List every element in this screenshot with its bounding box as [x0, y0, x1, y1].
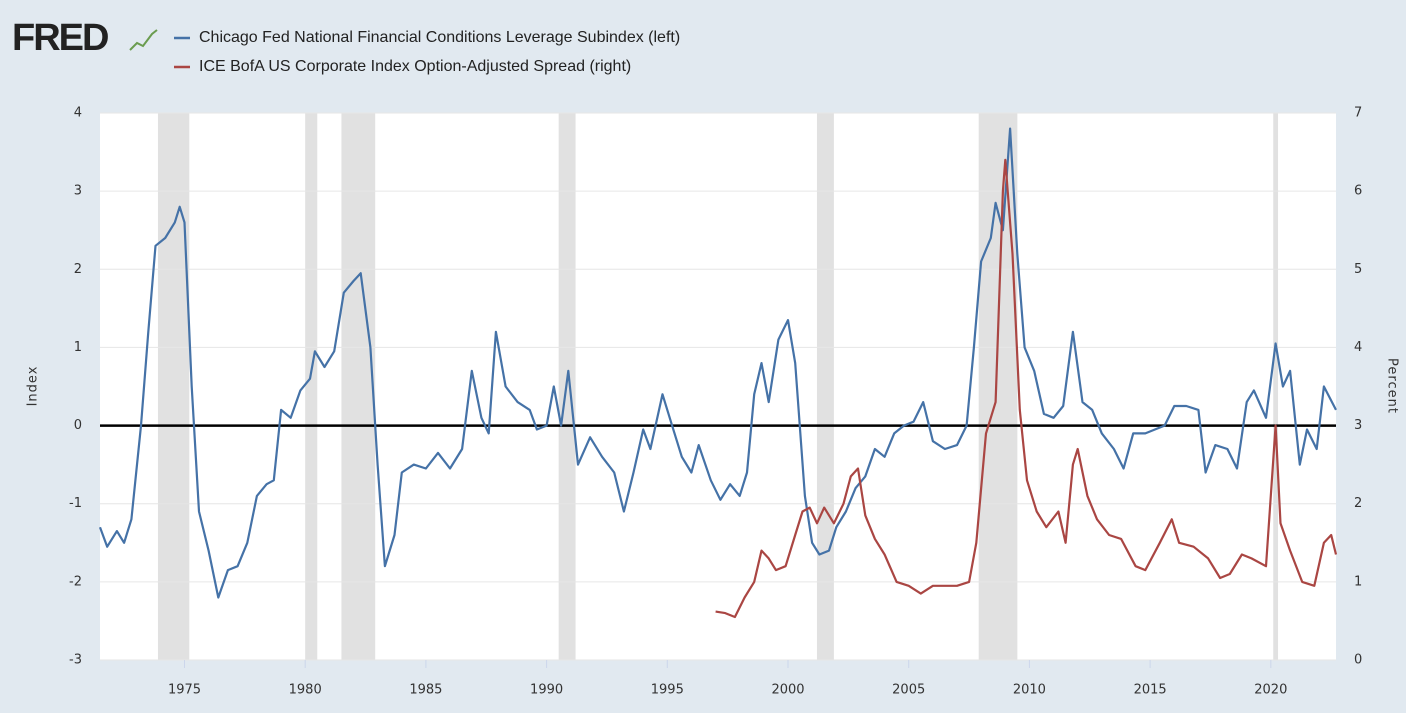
logo-icon: [129, 29, 158, 51]
y2-tick-label: 4: [1354, 340, 1362, 355]
series-line: [715, 158, 1338, 619]
x-tick-label: 1980: [289, 683, 322, 698]
y2-tick-label: 7: [1354, 106, 1362, 121]
y2-tick-label: 1: [1354, 574, 1362, 589]
y2-tick-label: 0: [1354, 653, 1362, 668]
y-tick-label: 2: [74, 262, 82, 277]
plot-area: [100, 113, 1336, 660]
recession-band: [305, 113, 318, 660]
y2-axis-label: Percent: [1385, 358, 1400, 414]
recession-band: [1273, 113, 1279, 660]
x-tick-label: 1995: [651, 683, 684, 698]
x-tick-label: 1975: [168, 683, 201, 698]
y2-tick-label: 5: [1354, 262, 1362, 277]
x-tick-label: 2010: [1013, 683, 1046, 698]
recession-band: [978, 113, 1018, 660]
x-tick-label: 2000: [771, 683, 804, 698]
y-tick-label: -2: [69, 574, 82, 589]
x-tick-label: 1990: [530, 683, 563, 698]
y2-tick-label: 6: [1354, 184, 1362, 199]
series-line: [98, 127, 1337, 599]
y-axis-label: Index: [26, 366, 41, 407]
y-tick-label: 4: [74, 106, 82, 121]
recession-band: [816, 113, 834, 660]
legend-label: Chicago Fed National Financial Condition…: [199, 29, 680, 46]
y2-tick-label: 3: [1354, 418, 1362, 433]
y-tick-label: 3: [74, 184, 82, 199]
legend-label: ICE BofA US Corporate Index Option-Adjus…: [199, 58, 631, 75]
x-tick-label: 2020: [1254, 683, 1287, 698]
y-tick-label: -3: [69, 653, 82, 668]
recession-band: [341, 113, 376, 660]
y-tick-label: 1: [74, 340, 82, 355]
x-tick-label: 2015: [1134, 683, 1167, 698]
logo: FRED: [12, 17, 108, 59]
x-tick-label: 1985: [409, 683, 442, 698]
y2-tick-label: 2: [1354, 496, 1362, 511]
x-tick-label: 2005: [892, 683, 925, 698]
y-tick-label: -1: [69, 496, 82, 511]
y-tick-label: 0: [74, 418, 82, 433]
recession-band: [157, 113, 190, 660]
